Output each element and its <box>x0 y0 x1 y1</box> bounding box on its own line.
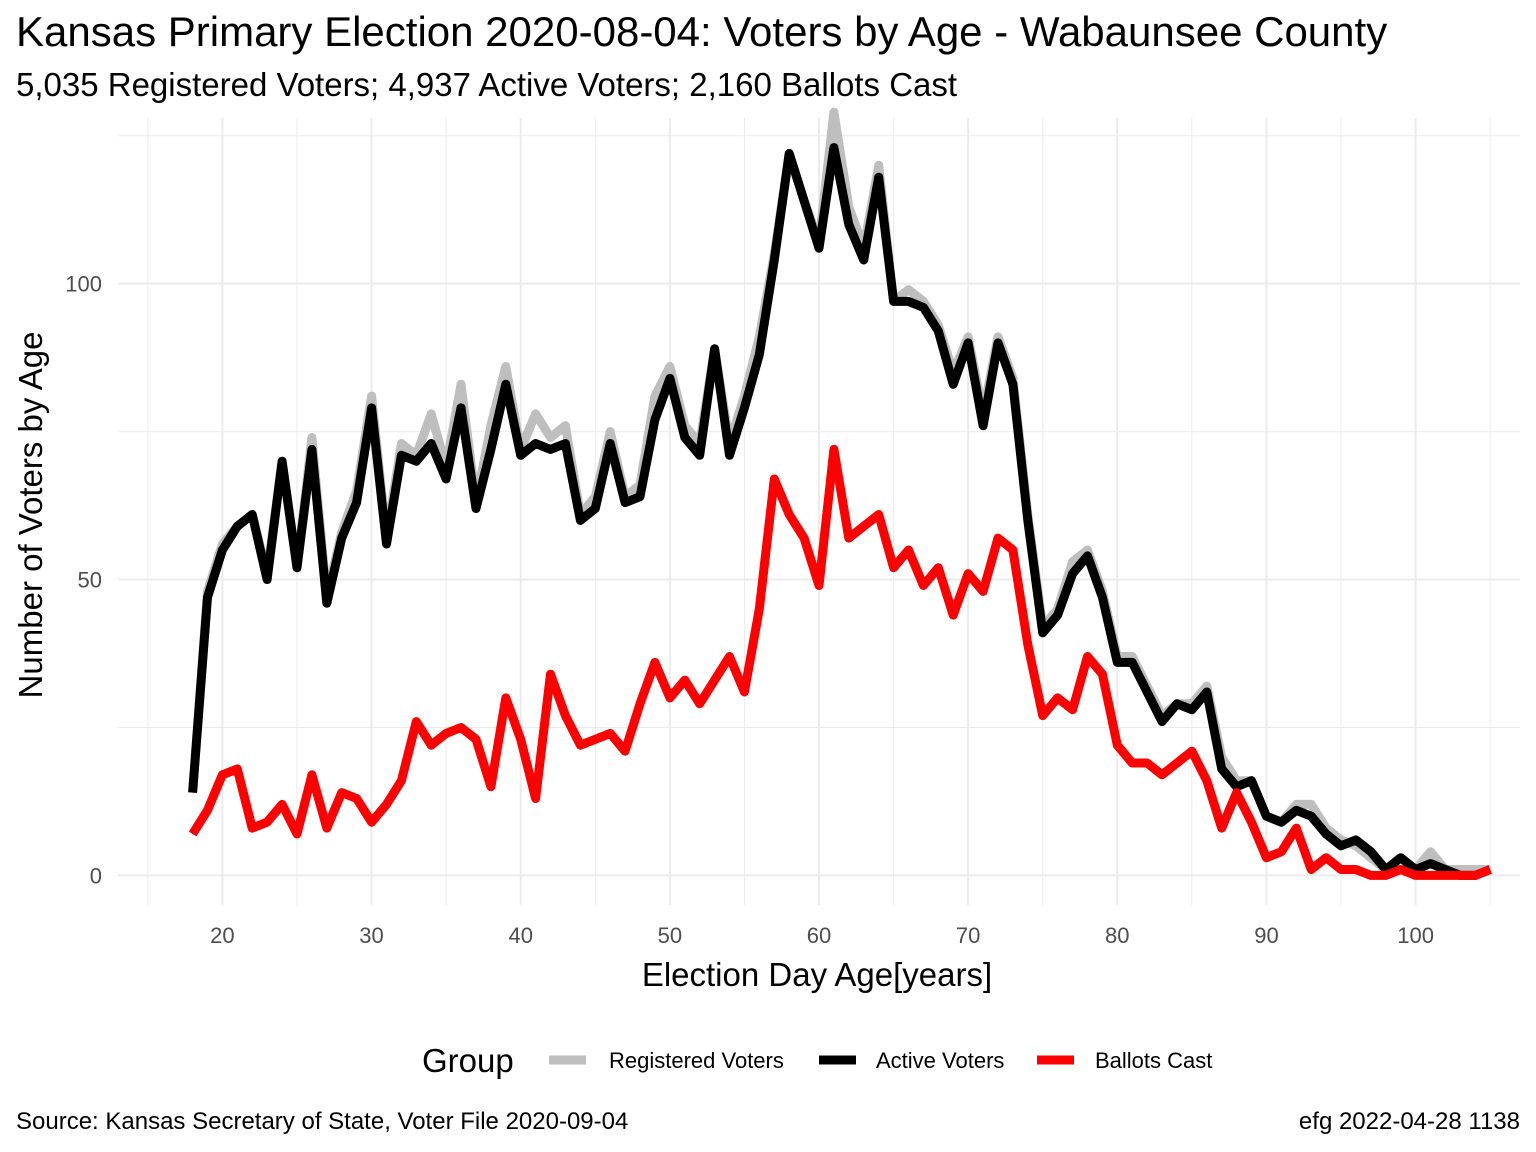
series-line-ballots-cast <box>188 444 1492 880</box>
y-axis-title: Number of Voters by Age <box>12 332 49 699</box>
x-tick-label: 60 <box>807 923 831 948</box>
x-tick-label: 50 <box>658 923 682 948</box>
x-tick-label: 90 <box>1254 923 1278 948</box>
series-lines <box>188 107 1492 880</box>
x-axis-ticks: 20 30 40 50 60 70 80 90 100 <box>210 923 1434 948</box>
y-tick-label: 50 <box>78 568 102 593</box>
x-tick-label: 40 <box>508 923 532 948</box>
legend-label: Registered Voters <box>609 1048 784 1073</box>
timestamp-caption: efg 2022-04-28 1138 <box>1298 1108 1520 1135</box>
x-tick-label: 30 <box>359 923 383 948</box>
chart-title: Kansas Primary Election 2020-08-04: Vote… <box>16 8 1388 55</box>
series-line-active-voters <box>188 143 1492 880</box>
legend-title: Group <box>422 1042 514 1079</box>
y-tick-label: 100 <box>65 272 102 297</box>
source-caption: Source: Kansas Secretary of State, Voter… <box>16 1108 629 1135</box>
y-tick-label: 0 <box>90 863 102 888</box>
legend-label: Ballots Cast <box>1095 1048 1212 1073</box>
x-axis-title: Election Day Age[years] <box>642 956 992 993</box>
x-tick-label: 70 <box>956 923 980 948</box>
legend: Group Registered Voters Active Voters Ball… <box>422 1042 1212 1079</box>
x-tick-label: 100 <box>1397 923 1434 948</box>
legend-label: Active Voters <box>876 1048 1004 1073</box>
chart-subtitle: 5,035 Registered Voters; 4,937 Active Vo… <box>16 66 958 103</box>
y-axis-ticks: 0 50 100 <box>65 272 102 889</box>
x-tick-label: 80 <box>1105 923 1129 948</box>
x-tick-label: 20 <box>210 923 234 948</box>
